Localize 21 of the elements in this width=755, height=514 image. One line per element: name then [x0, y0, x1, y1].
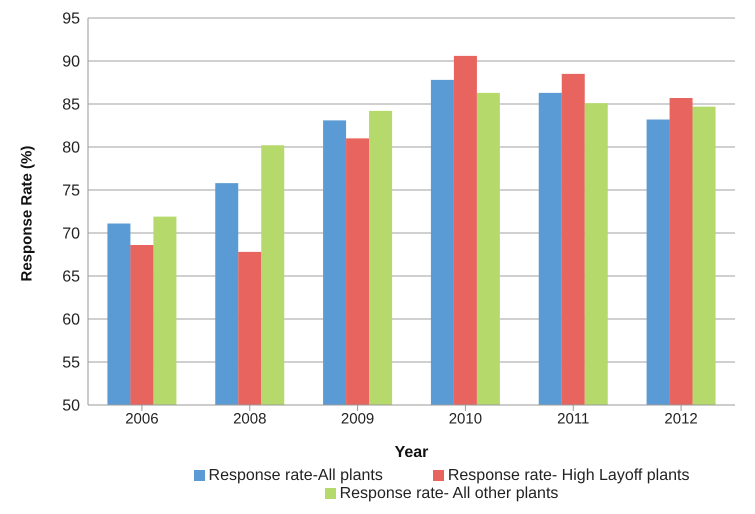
y-tick-label: 95: [62, 10, 80, 28]
y-axis-title: Response Rate (%): [18, 146, 36, 282]
y-tick-label: 85: [62, 96, 80, 114]
y-tick-label: 65: [62, 268, 80, 286]
x-tick-label: 2010: [448, 410, 482, 428]
x-axis-title: Year: [394, 444, 428, 461]
y-tick-label: 90: [62, 54, 80, 71]
x-tick-label: 2011: [557, 410, 590, 428]
y-tick-label: 60: [62, 312, 80, 329]
legend-label: Response rate- All other plants: [340, 485, 558, 502]
x-tick-label: 2009: [340, 410, 374, 428]
y-tick-label: 70: [62, 226, 80, 243]
y-tick-label: 75: [62, 182, 80, 200]
x-tick-label: 2006: [125, 410, 159, 428]
y-tick-label: 55: [62, 354, 80, 372]
x-tick-label: 2008: [233, 410, 266, 428]
legend-label: Response rate-All plants: [208, 467, 383, 484]
x-tick-label: 2012: [664, 410, 698, 428]
legend-label: Response rate- High Layoff plants: [448, 467, 690, 484]
y-tick-label: 50: [62, 398, 80, 415]
y-tick-label: 80: [62, 140, 80, 157]
